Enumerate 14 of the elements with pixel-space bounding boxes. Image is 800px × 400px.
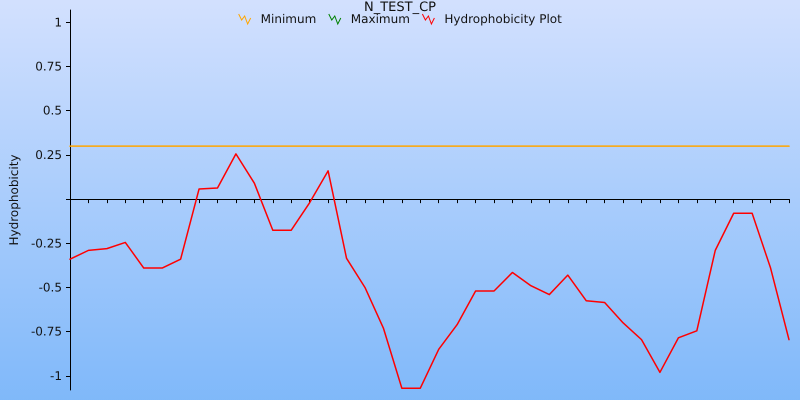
legend-label: Maximum <box>350 12 410 26</box>
line-series <box>69 153 790 389</box>
y-tick-label: 1 <box>54 15 62 30</box>
y-axis-title: Hydrophobicity <box>7 154 21 246</box>
y-tick-label: 0.25 <box>35 148 62 162</box>
y-tick-label: -0.5 <box>38 280 62 294</box>
legend-label: Hydrophobicity Plot <box>444 12 562 26</box>
y-tick-label: -0.75 <box>30 324 62 339</box>
y-tick-label: -0.25 <box>30 236 62 250</box>
chart-title: N_TEST_CP <box>364 0 436 15</box>
y-tick-label: -1 <box>50 368 62 383</box>
y-tick-label: 0.5 <box>42 104 62 118</box>
legend-label: Minimum <box>260 12 316 26</box>
y-tick-label: 0.75 <box>35 60 62 74</box>
